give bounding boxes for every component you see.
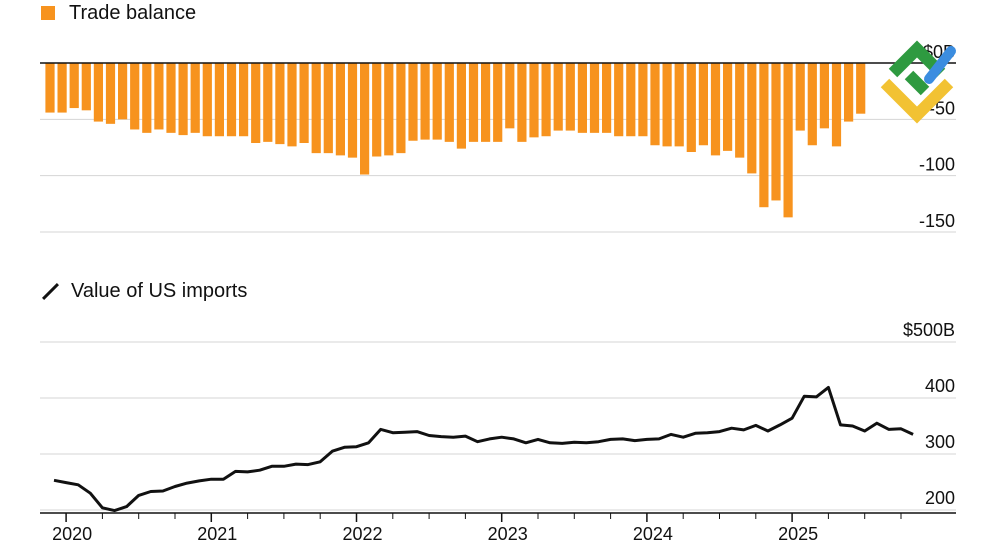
- trade-balance-bar: [408, 63, 418, 141]
- logo-green-chevron: [888, 40, 946, 78]
- trade-balance-bar: [626, 63, 636, 137]
- trade-balance-bar: [529, 63, 539, 138]
- trade-balance-bar: [154, 63, 164, 130]
- trade-balance-bar: [118, 63, 128, 120]
- trade-balance-bar: [505, 63, 515, 129]
- imports-y-ticks: $500B 400 300 200: [903, 320, 955, 508]
- trade-balance-bar: [831, 63, 842, 147]
- trade-balance-bar: [481, 63, 491, 142]
- trade-balance-bar: [226, 63, 237, 137]
- trade-balance-bar: [275, 63, 285, 145]
- legend-trade-balance: Trade balance: [41, 0, 196, 26]
- trade-balance-bar: [45, 63, 55, 113]
- imports-tick-label: 300: [925, 432, 955, 452]
- trade-balance-bar: [819, 63, 829, 129]
- trade-balance-bar: [420, 63, 430, 140]
- trade-balance-bar: [239, 63, 249, 137]
- trade-balance-bar: [638, 63, 648, 137]
- trade-balance-bar: [807, 63, 817, 146]
- trade-balance-bars: [45, 63, 866, 218]
- trade-balance-bar: [577, 63, 587, 133]
- legend-label-trade-balance: Trade balance: [69, 1, 197, 24]
- trade-balance-bar: [323, 63, 333, 154]
- trade-balance-bar: [93, 63, 103, 122]
- legend-label-us-imports: Value of US imports: [71, 279, 248, 302]
- trade-balance-bar: [614, 63, 624, 137]
- trade-balance-bar: [142, 63, 152, 133]
- trade-balance-bar: [130, 63, 140, 130]
- trade-balance-bar: [178, 63, 188, 136]
- trade-balance-bar: [81, 63, 91, 111]
- imports-tick-label: 200: [925, 488, 955, 508]
- trade-balance-bar: [602, 63, 612, 133]
- legend-us-imports: Value of US imports: [41, 278, 247, 304]
- trade-balance-bar: [202, 63, 212, 137]
- trade-balance-bar: [856, 63, 866, 114]
- trade-balance-bar: [541, 63, 551, 137]
- trade-balance-bar: [456, 63, 466, 149]
- imports-gridlines: [40, 341, 956, 511]
- trade-balance-bar: [759, 63, 769, 208]
- trade-balance-bar: [844, 63, 854, 122]
- x-year-label: 2025: [778, 524, 818, 544]
- trade-balance-bar: [686, 63, 696, 153]
- trade-balance-bar: [347, 63, 358, 158]
- trade-balance-bar: [650, 63, 660, 146]
- trade-balance-bar: [747, 63, 757, 174]
- trade-balance-bar: [468, 63, 479, 142]
- x-year-label: 2023: [488, 524, 528, 544]
- litefinance-logo: [880, 40, 956, 124]
- trade-balance-bar: [251, 63, 261, 143]
- trade-tick-label: -100: [919, 155, 955, 175]
- trade-balance-bar: [444, 63, 454, 142]
- trade-balance-bar: [299, 63, 309, 143]
- x-year-label: 2022: [342, 524, 382, 544]
- x-year-label: 2021: [197, 524, 237, 544]
- trade-balance-bar: [553, 63, 563, 131]
- imports-tick-label: 400: [925, 376, 955, 396]
- trade-balance-bar: [589, 63, 600, 133]
- trade-balance-bar: [771, 63, 781, 201]
- trade-balance-bar: [57, 63, 67, 113]
- logo-blue-stroke: [924, 46, 956, 84]
- trade-balance-bar: [105, 63, 116, 124]
- trade-balance-bar: [360, 63, 370, 175]
- trade-balance-bar: [723, 63, 733, 151]
- imports-series-line: [53, 385, 914, 513]
- trade-balance-bar: [335, 63, 345, 156]
- trade-balance-bar: [214, 63, 224, 137]
- logo-yellow-chevron: [880, 78, 954, 124]
- trade-balance-bar: [287, 63, 297, 147]
- legend-swatch-orange: [41, 6, 55, 20]
- x-year-label: 2020: [52, 524, 92, 544]
- trade-balance-bar: [698, 63, 708, 146]
- trade-balance-bar: [384, 63, 394, 156]
- trade-balance-bar: [565, 63, 575, 131]
- trade-balance-bar: [783, 63, 793, 218]
- trade-balance-bar: [493, 63, 503, 142]
- imports-tick-label: $500B: [903, 320, 955, 340]
- trade-balance-bar: [69, 63, 79, 109]
- trade-balance-bar: [190, 63, 200, 133]
- trade-balance-bar: [674, 63, 684, 147]
- trade-balance-bar: [432, 63, 442, 140]
- trade-balance-bar: [311, 63, 321, 154]
- x-year-label: 2024: [633, 524, 673, 544]
- trade-balance-bar: [517, 63, 527, 142]
- trade-balance-bar: [662, 63, 672, 147]
- trade-balance-bar: [795, 63, 805, 131]
- x-axis-ticks: 2020 2021 2022 2023 2024 2025: [52, 513, 902, 544]
- trade-balance-bar: [710, 63, 721, 156]
- trade-balance-bar: [263, 63, 273, 142]
- trade-balance-bar: [166, 63, 176, 133]
- trade-balance-bar: [396, 63, 406, 154]
- trade-balance-bar: [735, 63, 745, 158]
- trade-balance-bar: [372, 63, 382, 157]
- logo-green-cross: [904, 70, 930, 96]
- trade-tick-label: -150: [919, 211, 955, 231]
